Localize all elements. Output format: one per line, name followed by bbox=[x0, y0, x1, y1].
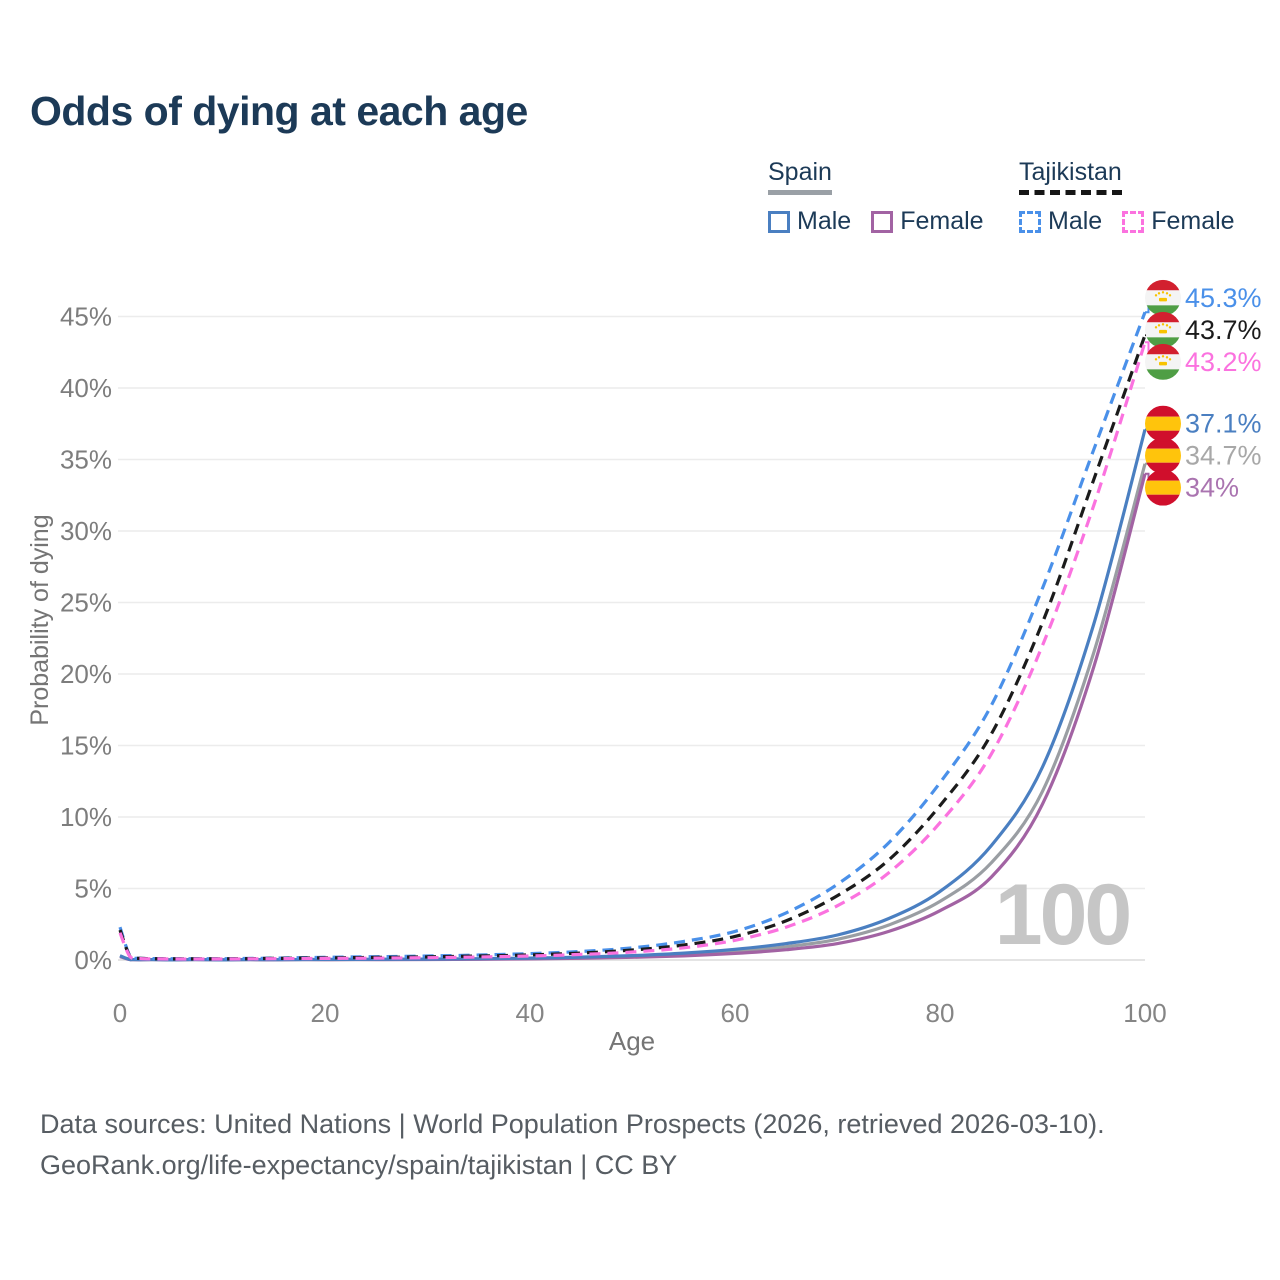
legend-item-spain-female[interactable]: Female bbox=[871, 207, 984, 236]
y-tick-label: 40% bbox=[60, 373, 112, 403]
tajikistan-female-swatch-icon bbox=[1122, 210, 1145, 233]
series-line-tajikistan-female[interactable] bbox=[118, 341, 1147, 961]
end-value-label-tajikistan-total: 43.7% bbox=[1185, 315, 1262, 345]
y-tick-label: 20% bbox=[60, 659, 112, 689]
page-title: Odds of dying at each age bbox=[30, 88, 528, 134]
legend-group-tajikistan: Tajikistan Male Female bbox=[1019, 158, 1235, 236]
legend-item-label: Female bbox=[900, 207, 984, 235]
x-tick-label: 40 bbox=[516, 998, 545, 1028]
legend-items-tajikistan: Male Female bbox=[1019, 207, 1235, 236]
tajikistan-flag-icon bbox=[1145, 343, 1181, 380]
chart-footer: Data sources: United Nations | World Pop… bbox=[40, 1104, 1105, 1186]
y-tick-label: 0% bbox=[74, 945, 112, 975]
end-value-label-tajikistan-male: 45.3% bbox=[1185, 283, 1262, 313]
y-tick-label: 5% bbox=[74, 874, 112, 904]
end-value-label-tajikistan-female: 43.2% bbox=[1185, 347, 1262, 377]
y-tick-label: 15% bbox=[60, 731, 112, 761]
x-tick-label: 100 bbox=[1123, 998, 1166, 1028]
end-value-label-spain-female: 34% bbox=[1185, 473, 1239, 503]
series-line-spain-total[interactable] bbox=[119, 463, 1147, 962]
x-axis-title: Age bbox=[608, 1026, 656, 1056]
spain-female-swatch-icon bbox=[871, 210, 894, 233]
end-value-label-spain-male: 37.1% bbox=[1185, 409, 1262, 439]
x-tick-label: 60 bbox=[721, 998, 750, 1028]
x-tick-label: 0 bbox=[113, 998, 127, 1028]
y-tick-label: 35% bbox=[60, 445, 112, 475]
attribution-line: GeoRank.org/life-expectancy/spain/tajiki… bbox=[40, 1150, 678, 1180]
legend-heading-spain[interactable]: Spain bbox=[768, 158, 832, 195]
spain-flag-icon bbox=[1145, 437, 1181, 474]
y-tick-label: 25% bbox=[60, 588, 112, 618]
legend-item-spain-male[interactable]: Male bbox=[768, 207, 851, 236]
spain-male-swatch-icon bbox=[768, 210, 790, 233]
legend-item-tajikistan-female[interactable]: Female bbox=[1122, 207, 1235, 236]
legend-item-label: Male bbox=[1048, 207, 1103, 235]
spain-flag-icon bbox=[1145, 405, 1181, 442]
legend-item-label: Male bbox=[797, 207, 852, 235]
x-tick-label: 20 bbox=[311, 998, 340, 1028]
tajikistan-flag-icon bbox=[1145, 279, 1181, 316]
y-tick-label: 45% bbox=[60, 302, 112, 332]
legend-item-label: Female bbox=[1151, 207, 1235, 235]
x-tick-label: 80 bbox=[926, 998, 955, 1028]
series-line-spain-female[interactable] bbox=[119, 473, 1147, 962]
series-line-spain-male[interactable] bbox=[119, 429, 1147, 962]
spain-flag-icon bbox=[1145, 469, 1181, 506]
legend-items-spain: Male Female bbox=[768, 207, 984, 236]
tajikistan-flag-icon bbox=[1145, 311, 1181, 348]
y-tick-label: 30% bbox=[60, 516, 112, 546]
age-counter-watermark: 100 bbox=[995, 867, 1130, 963]
series-line-tajikistan-total[interactable] bbox=[118, 334, 1147, 961]
tajikistan-male-swatch-icon bbox=[1019, 210, 1041, 233]
data-source-line: Data sources: United Nations | World Pop… bbox=[40, 1109, 1105, 1139]
y-tick-label: 10% bbox=[60, 802, 112, 832]
legend-heading-tajikistan[interactable]: Tajikistan bbox=[1019, 158, 1122, 195]
legend-group-spain: Spain Male Female bbox=[768, 158, 984, 236]
end-value-label-spain-total: 34.7% bbox=[1185, 441, 1262, 471]
legend-item-tajikistan-male[interactable]: Male bbox=[1019, 207, 1102, 236]
